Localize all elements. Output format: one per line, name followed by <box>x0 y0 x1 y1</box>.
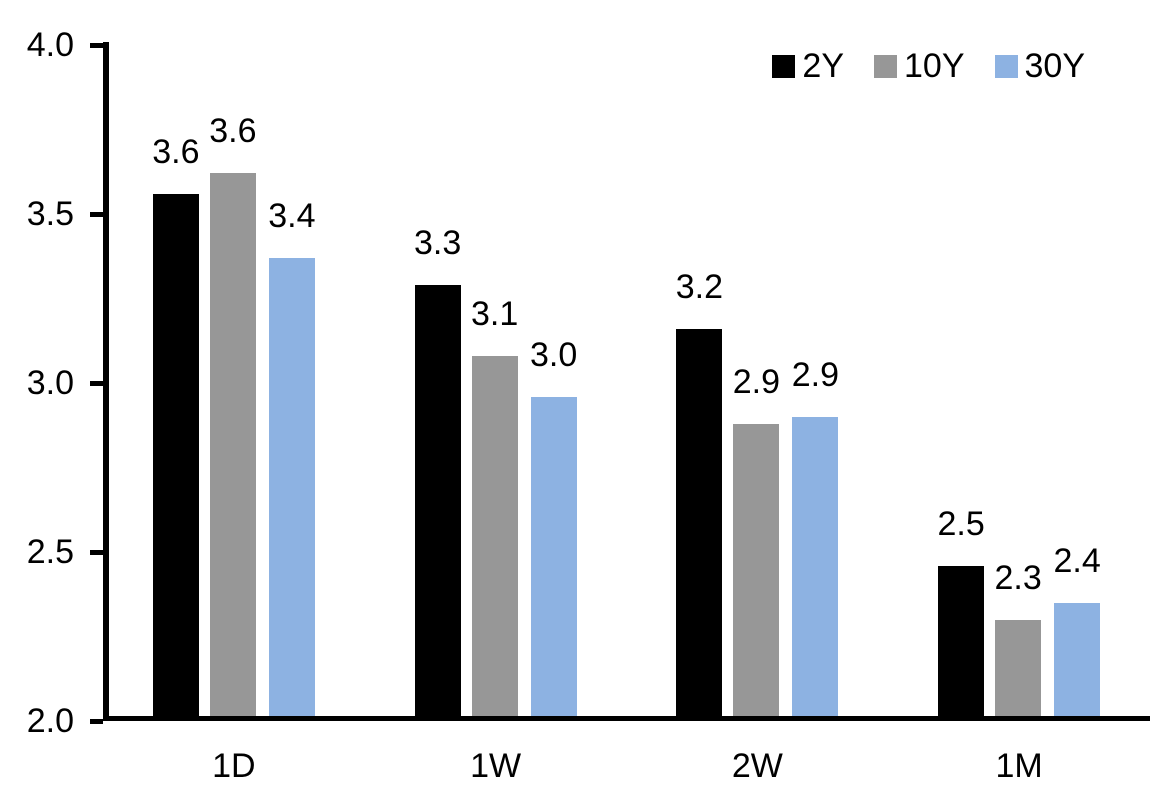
legend-swatch-icon <box>994 54 1018 78</box>
bar-2Y-1M <box>938 565 985 716</box>
y-axis-tick <box>90 211 103 217</box>
bar-10Y-1W <box>471 355 518 716</box>
bar-value-label: 2.9 <box>732 362 780 401</box>
legend-swatch-icon <box>874 54 897 78</box>
y-axis-tick <box>90 42 103 48</box>
legend-label: 10Y <box>904 47 965 85</box>
bar-value-label: 2.3 <box>994 558 1042 597</box>
bar-value-label: 3.1 <box>470 294 519 333</box>
y-axis-line <box>103 42 109 721</box>
bar-30Y-1W <box>530 396 577 716</box>
y-axis-tick <box>90 718 103 724</box>
legend-label: 30Y <box>1024 47 1086 85</box>
x-axis-category-label: 1M <box>995 747 1043 785</box>
bar-30Y-2W <box>792 416 839 716</box>
y-axis-tick-label: 3.0 <box>26 364 74 402</box>
bar-10Y-2W <box>733 423 780 716</box>
bar-2Y-1W <box>414 284 461 716</box>
bar-value-label: 2.9 <box>791 355 839 394</box>
x-axis-category-label: 1D <box>212 747 256 785</box>
y-axis-tick-label: 2.0 <box>26 702 74 740</box>
x-axis-line <box>103 716 1150 721</box>
bar-2Y-2W <box>676 328 723 716</box>
legend: 2Y 10Y 30Y <box>772 46 1085 86</box>
y-axis-tick <box>90 549 103 555</box>
bar-30Y-1D <box>268 257 315 716</box>
y-axis-tick-label: 3.5 <box>26 195 74 233</box>
legend-item-2Y: 2Y <box>772 48 844 84</box>
bar-value-label: 3.0 <box>529 335 578 374</box>
bar-10Y-1D <box>209 173 256 716</box>
bar-30Y-1M <box>1054 602 1101 716</box>
legend-item-30Y: 30Y <box>994 47 1086 85</box>
bar-value-label: 3.6 <box>209 112 257 151</box>
bar-10Y-1M <box>995 619 1042 716</box>
y-axis-tick-label: 4.0 <box>26 26 74 64</box>
bar-value-label: 3.2 <box>675 267 723 306</box>
y-axis-tick-label: 2.5 <box>26 533 74 571</box>
legend-label: 2Y <box>802 47 844 85</box>
bar-value-label: 3.6 <box>152 132 200 171</box>
bar-2Y-1D <box>152 193 199 716</box>
x-axis-category-label: 2W <box>731 747 783 785</box>
bar-value-label: 2.5 <box>937 504 985 543</box>
legend-swatch-icon <box>772 54 796 78</box>
x-axis-category-label: 1W <box>470 747 522 785</box>
bar-value-label: 2.4 <box>1053 541 1101 580</box>
bar-value-label: 3.3 <box>413 223 462 262</box>
y-axis-tick <box>90 380 103 386</box>
bar-value-label: 3.4 <box>268 196 316 235</box>
legend-item-10Y: 10Y <box>874 48 965 84</box>
